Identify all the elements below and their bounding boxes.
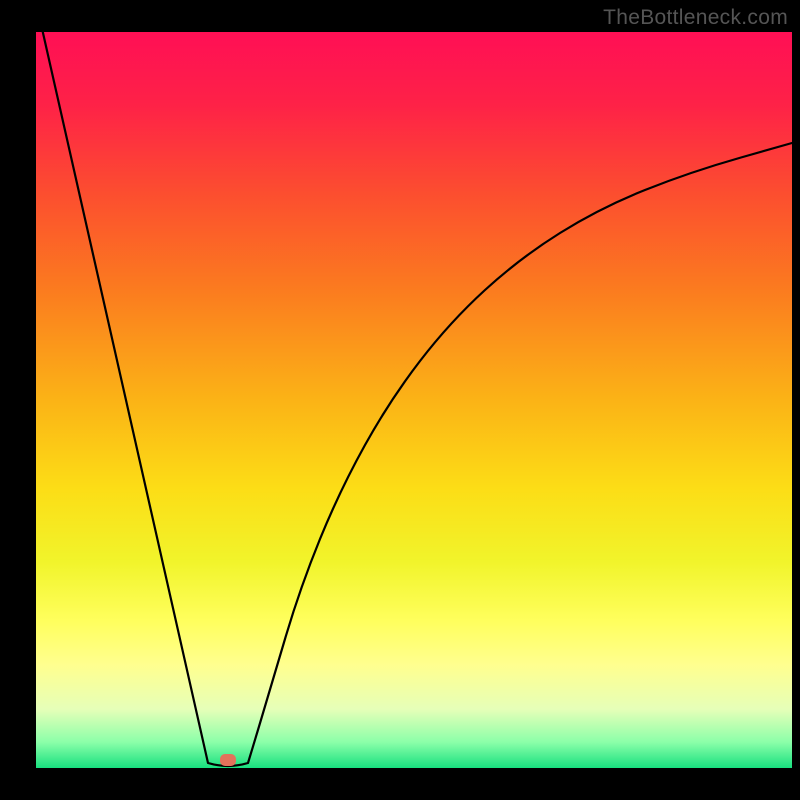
- optimal-marker: [220, 754, 236, 766]
- watermark-text: TheBottleneck.com: [603, 6, 788, 30]
- bottleneck-chart: [0, 0, 800, 800]
- chart-plot-bg: [36, 32, 792, 768]
